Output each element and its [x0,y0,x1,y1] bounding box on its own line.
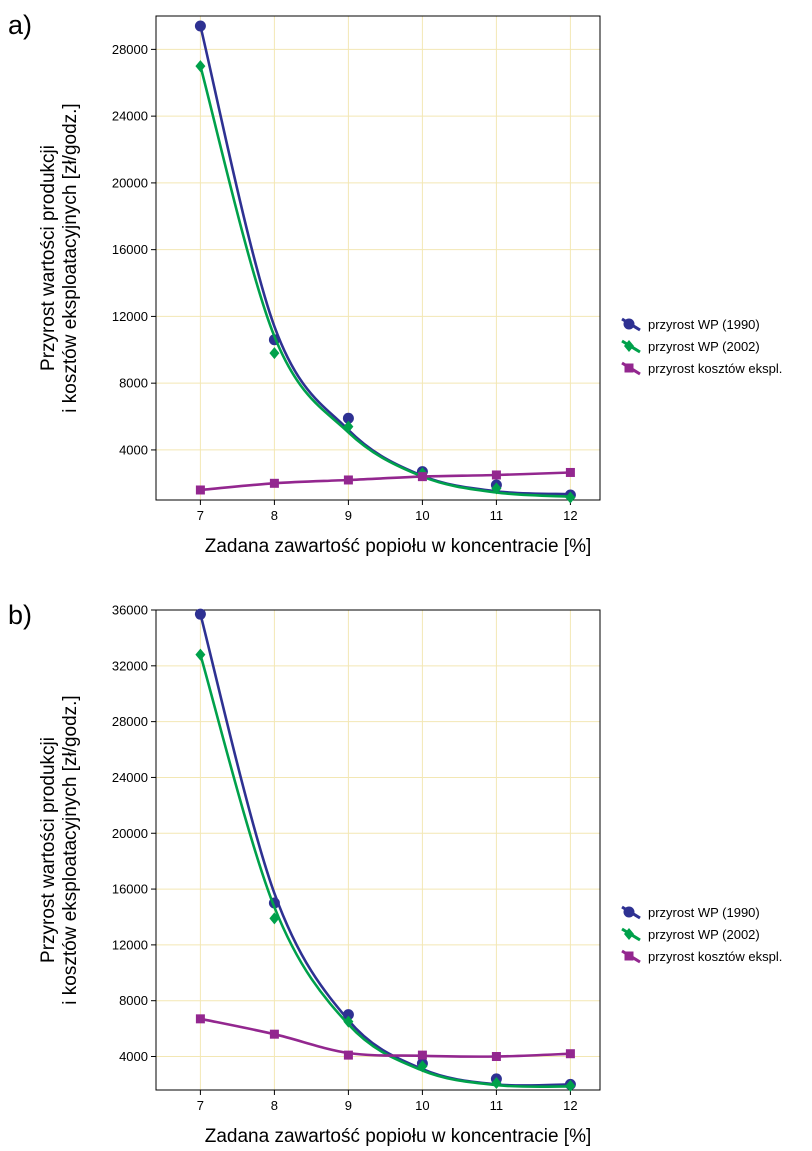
x-tick-label: 8 [271,1098,278,1113]
panel-label: a) [8,10,32,40]
grid-lines [156,16,600,500]
data-point [565,1079,576,1092]
chart-panel-b: b) 7 8 9 10 11 12 4000 8000 12000 16000 20000 24000 2… [0,576,812,1151]
data-point [269,1029,279,1039]
y-tick-label: 16000 [112,882,148,897]
y-tick-label: 28000 [112,42,148,57]
y-axis-label: i kosztów eksploatacyjnych [zł/godz.] [60,695,81,1004]
y-tick-label: 32000 [112,658,148,673]
data-point [269,912,280,925]
series-line [199,65,571,498]
series-3 [195,1014,575,1062]
data-point [491,470,501,480]
series-line [199,25,571,496]
y-tick-label: 12000 [112,937,148,952]
data-point [565,467,575,477]
data-point [269,478,279,488]
chart-b: b) 7 8 9 10 11 12 4000 8000 12000 16000 20000 24000 2… [8,600,782,1147]
x-axis-label: Zadana zawartość popiołu w koncentracie … [205,536,592,557]
data-point [342,1009,354,1021]
legend-entry: przyrost WP (1990) [648,905,760,920]
y-tick-label: 4000 [119,1049,148,1064]
legend-entry: przyrost WP (1990) [648,317,760,332]
series-line [200,471,571,492]
series-line [199,654,571,1089]
y-tick-label: 12000 [112,309,148,324]
data-point [491,1052,501,1062]
y-tick-label: 36000 [112,603,148,618]
x-tick-label: 7 [197,1098,204,1113]
legend-entry: przyrost WP (2002) [648,339,760,354]
y-axis-label: Przyrost wartości produkcji [38,737,59,963]
x-tick-label: 7 [197,508,204,523]
legend-entry: przyrost WP (2002) [648,927,760,942]
y-tick-label: 8000 [119,376,148,391]
data-point [343,420,354,433]
x-axis-label: Zadana zawartość popiołu w koncentracie … [205,1126,592,1147]
plot-frame [155,609,601,1091]
y-axis-label: Przyrost wartości produkcji [38,145,59,371]
data-point [565,1049,575,1059]
legend: przyrost WP (1990) przyrost WP (2002) przy… [621,317,782,376]
x-tick-label: 12 [563,1098,577,1113]
data-point [343,475,353,485]
data-point [269,347,280,360]
y-tick-label: 4000 [119,442,148,457]
legend: przyrost WP (1990) przyrost WP (2002) przy… [621,905,782,964]
x-tick-label: 9 [345,508,352,523]
data-point [417,1050,427,1060]
legend-marker [624,928,634,940]
data-point [491,1077,502,1090]
grid-lines [156,609,600,1090]
legend-marker [624,951,634,961]
y-tick-label: 24000 [112,770,148,785]
data-point [195,60,206,73]
series-2 [195,648,576,1092]
y-tick-label: 20000 [112,826,148,841]
data-point [343,1050,353,1060]
data-point [491,482,502,495]
x-tick-label: 10 [415,508,429,523]
data-point [417,1060,428,1073]
data-point [343,1015,354,1028]
x-tick-label: 10 [415,1098,429,1113]
chart-panel-a: a) 7 8 9 10 11 12 4000 8000 12000 16000 20000 24000 2… [0,0,812,575]
legend-marker [623,906,635,918]
y-tick-label: 8000 [119,993,148,1008]
legend-entry: przyrost kosztów ekspl. [648,361,782,376]
data-point [195,1014,205,1024]
panel-label: b) [8,600,32,630]
data-point [195,648,206,661]
legend-marker [624,363,634,373]
series-1 [194,20,576,501]
plot-frame [155,15,601,501]
y-tick-label: 20000 [112,175,148,190]
data-point [194,20,206,32]
series-line [200,1017,571,1058]
data-point [342,412,354,424]
x-tick-label: 11 [490,1098,504,1113]
x-tick-label: 11 [490,508,504,523]
x-tick-label: 12 [563,508,577,523]
data-point [417,472,427,482]
y-tick-label: 28000 [112,714,148,729]
x-tick-label: 9 [345,1098,352,1113]
chart-a: a) 7 8 9 10 11 12 4000 8000 12000 16000 20000 24000 2… [8,10,782,557]
legend-marker [623,318,635,330]
data-point [565,491,576,504]
series-3 [195,467,575,495]
x-tick-label: 8 [271,508,278,523]
legend-entry: przyrost kosztów ekspl. [648,949,782,964]
series-1 [194,608,576,1090]
series-2 [195,60,576,504]
data-point [195,485,205,495]
data-point [194,608,206,620]
y-axis-label: i kosztów eksploatacyjnych [zł/godz.] [60,103,81,412]
y-tick-label: 24000 [112,109,148,124]
y-tick-label: 16000 [112,242,148,257]
legend-marker [624,340,634,352]
